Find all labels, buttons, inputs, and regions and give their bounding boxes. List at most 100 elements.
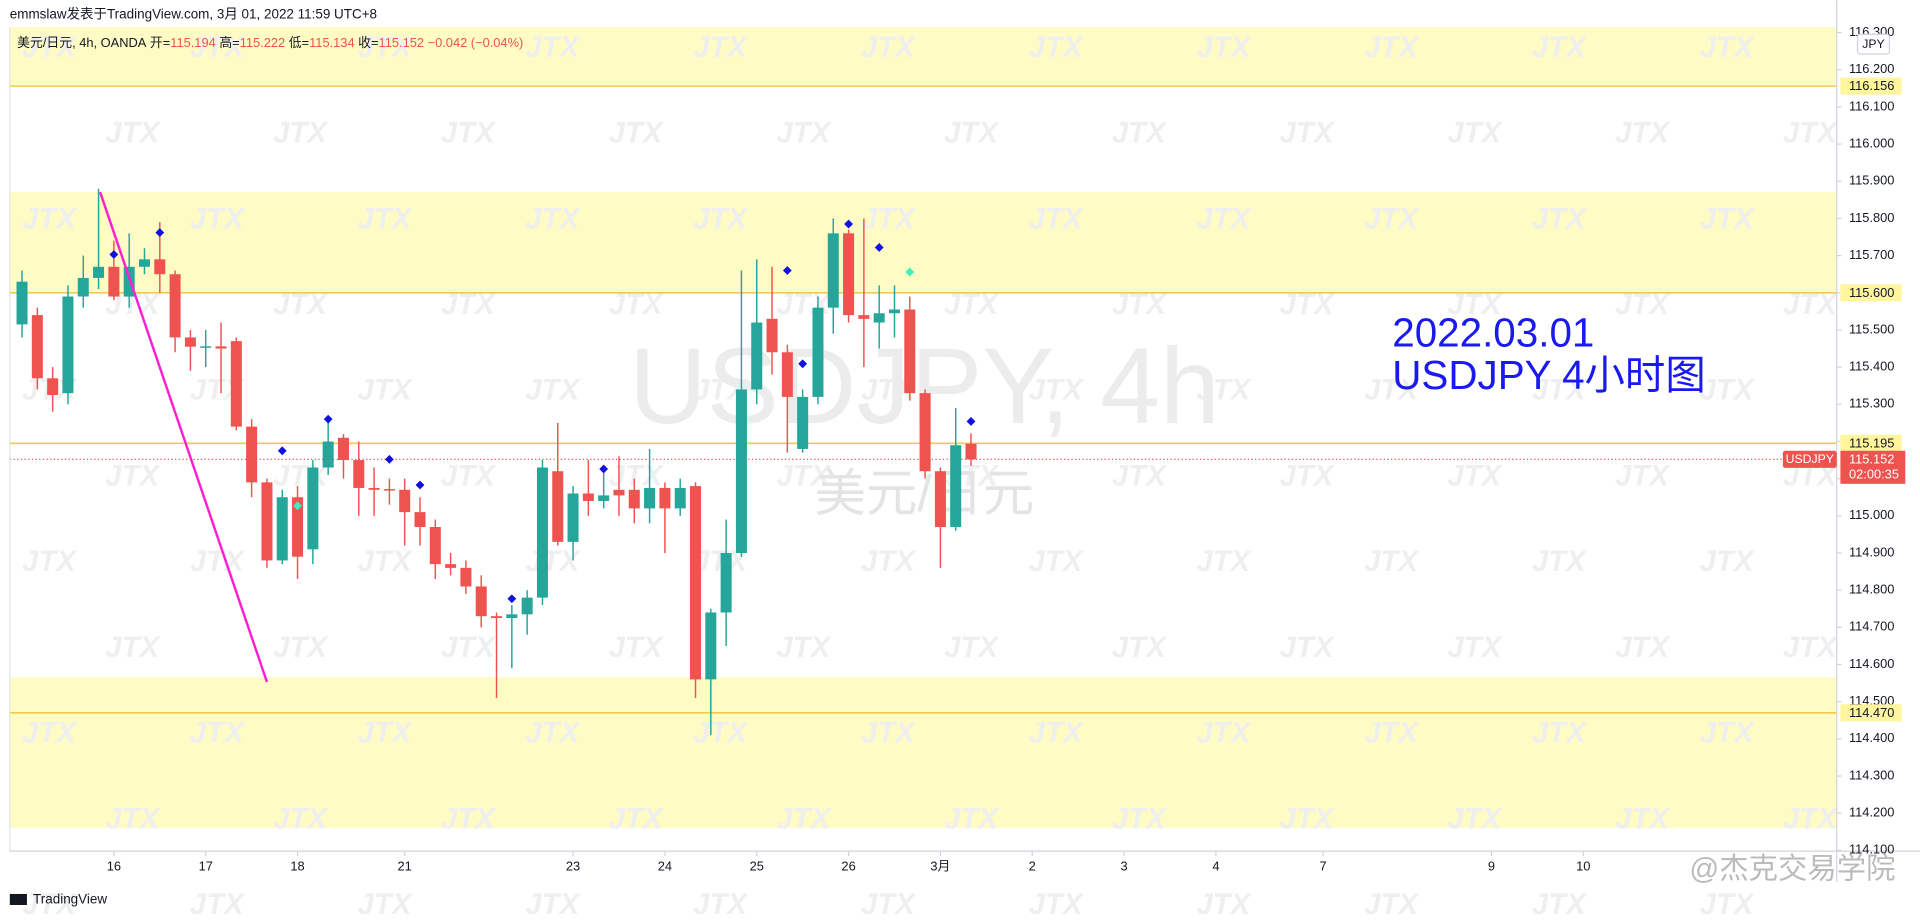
tile-watermark: JTX bbox=[1447, 802, 1503, 835]
candle-body bbox=[613, 489, 625, 496]
y-tick-label: 114.600 bbox=[1849, 656, 1894, 671]
tile-watermark: JTX bbox=[1615, 631, 1671, 664]
candle-body bbox=[399, 489, 411, 513]
trend-line bbox=[98, 191, 269, 683]
high-label: 高= bbox=[219, 36, 239, 51]
tile-watermark: JTX bbox=[1364, 374, 1420, 407]
tile-watermark: JTX bbox=[22, 888, 78, 921]
tile-watermark: JTX bbox=[190, 545, 246, 578]
x-tick-label: 10 bbox=[1576, 858, 1590, 873]
zone bbox=[9, 27, 1837, 87]
zone bbox=[9, 677, 1837, 829]
x-tick-label: 9 bbox=[1488, 858, 1495, 873]
tile-watermark: JTX bbox=[105, 459, 161, 492]
signal-marker bbox=[966, 417, 976, 426]
candle-body bbox=[246, 426, 258, 483]
tile-watermark: JTX bbox=[1532, 545, 1588, 578]
candle-body bbox=[31, 315, 43, 379]
level-label: 114.470 bbox=[1849, 705, 1894, 720]
x-tick-label: 25 bbox=[750, 858, 764, 873]
candle-body bbox=[460, 567, 472, 587]
tile-watermark: JTX bbox=[861, 31, 917, 64]
tile-watermark: JTX bbox=[1029, 31, 1085, 64]
tile-watermark: JTX bbox=[190, 31, 246, 64]
logo-icon bbox=[9, 893, 27, 905]
tile-watermark: JTX bbox=[1029, 202, 1085, 235]
signal-marker bbox=[277, 446, 287, 456]
tile-watermark: JTX bbox=[358, 202, 414, 235]
tile-watermark: JTX bbox=[1700, 888, 1756, 921]
tile-watermark: JTX bbox=[190, 717, 246, 750]
tile-watermark: JTX bbox=[441, 802, 497, 835]
tile-watermark: JTX bbox=[1196, 202, 1252, 235]
tile-watermark: JTX bbox=[1447, 459, 1503, 492]
tile-watermark: JTX bbox=[525, 374, 581, 407]
currency-box bbox=[1856, 33, 1891, 55]
tile-watermark: JTX bbox=[693, 202, 749, 235]
candle-body bbox=[644, 487, 656, 509]
candle-body bbox=[567, 493, 579, 542]
tile-watermark: JTX bbox=[1364, 717, 1420, 750]
candle-body bbox=[123, 266, 135, 297]
x-tick-label: 23 bbox=[566, 858, 580, 873]
level-label: 116.156 bbox=[1849, 78, 1894, 93]
candle-body bbox=[674, 487, 686, 509]
level-badge bbox=[1840, 284, 1902, 302]
change: −0.042 (−0.04%) bbox=[428, 36, 524, 51]
candle-body bbox=[138, 259, 150, 267]
candle-body bbox=[628, 489, 640, 509]
tile-watermark: JTX bbox=[1112, 117, 1168, 150]
candle-body bbox=[521, 597, 533, 615]
candle-body bbox=[368, 487, 380, 490]
x-tick-label: 3月 bbox=[930, 858, 950, 873]
tile-watermark: JTX bbox=[441, 459, 497, 492]
candle-body bbox=[353, 460, 365, 488]
candle-body bbox=[445, 564, 457, 568]
low-label: 低= bbox=[289, 36, 309, 51]
tile-watermark: JTX bbox=[1112, 459, 1168, 492]
candle-body bbox=[475, 586, 487, 617]
tile-watermark: JTX bbox=[609, 117, 665, 150]
tile-watermark: JTX bbox=[609, 459, 665, 492]
tile-watermark: JTX bbox=[105, 631, 161, 664]
tile-watermark: JTX bbox=[1532, 888, 1588, 921]
tile-watermark: JTX bbox=[190, 202, 246, 235]
candle-body bbox=[843, 233, 855, 316]
tile-watermark: JTX bbox=[1532, 31, 1588, 64]
tile-watermark: JTX bbox=[22, 545, 78, 578]
tile-watermark: JTX bbox=[1112, 631, 1168, 664]
tile-watermark: JTX bbox=[1196, 31, 1252, 64]
level-badge bbox=[1840, 704, 1902, 722]
candle-body bbox=[797, 396, 809, 449]
tile-watermark: JTX bbox=[693, 888, 749, 921]
candle-body bbox=[919, 393, 931, 472]
open-value: 115.194 bbox=[170, 36, 215, 51]
candle-body bbox=[950, 445, 962, 527]
x-tick-label: 21 bbox=[398, 858, 412, 873]
y-tick-label: 115.400 bbox=[1849, 359, 1894, 374]
candle-body bbox=[337, 437, 349, 461]
candle-body bbox=[215, 346, 227, 349]
tile-watermark: JTX bbox=[1029, 374, 1085, 407]
tile-watermark: JTX bbox=[944, 802, 1000, 835]
x-tick-label: 24 bbox=[658, 858, 672, 873]
tile-watermark: JTX bbox=[861, 545, 917, 578]
candle-body bbox=[858, 315, 870, 319]
tile-watermark: JTX bbox=[1532, 202, 1588, 235]
tile-watermark: JTX bbox=[1532, 374, 1588, 407]
y-tick-label: 115.000 bbox=[1849, 507, 1894, 522]
tile-watermark: JTX bbox=[776, 802, 832, 835]
x-tick-label: 7 bbox=[1319, 858, 1326, 873]
tile-watermark: JTX bbox=[1615, 117, 1671, 150]
candle-body bbox=[827, 233, 839, 308]
currency: JPY bbox=[1862, 37, 1884, 51]
tile-watermark: JTX bbox=[273, 802, 329, 835]
candle-body bbox=[659, 487, 671, 509]
y-tick-label: 115.900 bbox=[1849, 173, 1894, 188]
candle-body bbox=[904, 309, 916, 394]
tile-watermark: JTX bbox=[1364, 545, 1420, 578]
x-tick-label: 2 bbox=[1029, 858, 1036, 873]
candle-body bbox=[582, 493, 594, 501]
x-tick-label: 17 bbox=[199, 858, 213, 873]
candle-body bbox=[77, 277, 89, 297]
